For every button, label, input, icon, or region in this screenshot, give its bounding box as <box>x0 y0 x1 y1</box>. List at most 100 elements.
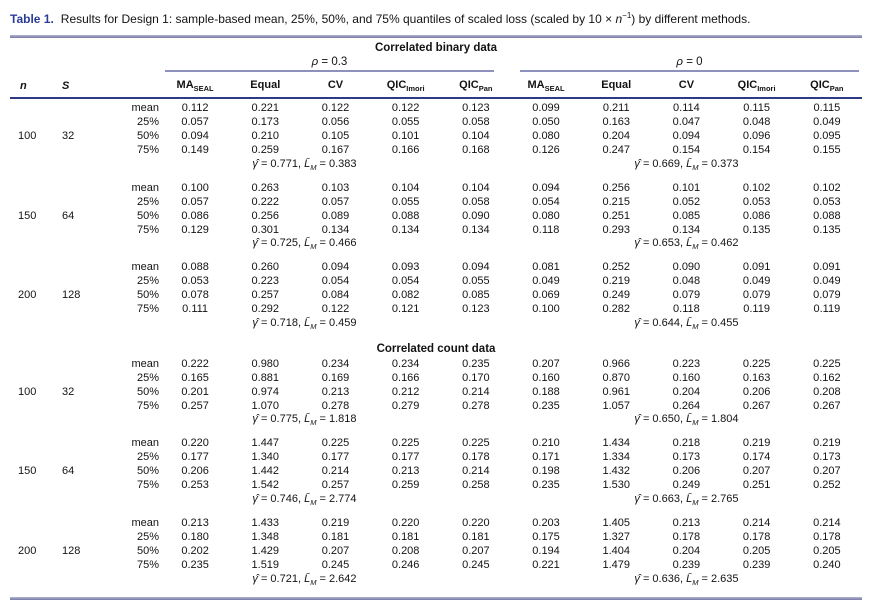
value-cell: 1.429 <box>251 544 280 557</box>
value-cell: 0.260 <box>251 261 280 274</box>
value-cell: 0.239 <box>672 558 701 571</box>
stat-label: 75% <box>136 558 159 571</box>
cell-s <box>50 517 98 531</box>
gamma-spacer <box>10 493 98 517</box>
value-cell: 0.267 <box>742 399 771 412</box>
table-caption-label: Table 1. <box>10 12 54 26</box>
gamma-hat-symbol: γ̂ <box>634 157 640 170</box>
value-cell: 0.170 <box>462 371 490 384</box>
data-row: 200 128 50% 0.078 0.257 0.084 0.082 0.085 0.069 0… <box>10 289 862 303</box>
value-cell: 0.095 <box>813 129 841 142</box>
gamma-cell-rho03: γ̂ = 0.771, L̄M = 0.383 <box>252 157 357 172</box>
value-cell: 0.086 <box>742 209 771 222</box>
value-cell: 1.404 <box>602 544 630 557</box>
value-cell: 0.205 <box>813 544 841 557</box>
value-cell: 0.101 <box>391 129 420 142</box>
cell-n: 150 <box>18 465 37 478</box>
gamma-row: γ̂ = 0.746, L̄M = 2.774 γ̂ = 0.663, L̄M =… <box>10 493 862 517</box>
col-header-cv-rho0: CV <box>651 73 722 100</box>
data-row: 25% 0.180 1.348 0.181 0.181 0.181 0.175 1.327 0.… <box>10 531 862 545</box>
value-cell: 1.433 <box>251 516 280 529</box>
value-cell: 0.093 <box>391 261 420 274</box>
lbar-subscript: M <box>310 322 317 332</box>
value-cell: 0.225 <box>321 437 350 450</box>
value-cell: 1.432 <box>602 465 630 478</box>
value-cell: 0.222 <box>251 195 280 208</box>
value-cell: 0.235 <box>462 357 490 370</box>
gamma-hat-symbol: γ̂ <box>634 413 640 426</box>
stat-label: 50% <box>136 385 159 398</box>
value-cell: 0.214 <box>321 465 350 478</box>
value-cell: 0.234 <box>321 357 350 370</box>
value-cell: 0.057 <box>181 115 209 128</box>
value-cell: 0.207 <box>813 465 841 478</box>
cell-s <box>50 437 98 451</box>
gamma-hat-symbol: γ̂ <box>634 492 640 505</box>
data-row: 25% 0.057 0.173 0.056 0.055 0.058 0.050 0.163 0.… <box>10 116 862 130</box>
cell-n <box>10 223 50 237</box>
value-cell: 0.114 <box>673 102 700 115</box>
data-row: mean 0.220 1.447 0.225 0.225 0.225 0.210 1.434 0… <box>10 437 862 451</box>
lbar-subscript: M <box>310 418 317 428</box>
cell-s <box>50 181 98 195</box>
value-cell: 0.081 <box>532 261 560 274</box>
value-cell: 0.177 <box>181 451 209 464</box>
value-cell: 0.094 <box>532 181 560 194</box>
value-cell: 0.180 <box>181 530 209 543</box>
value-cell: 0.178 <box>813 530 841 543</box>
gamma-cell-rho03: γ̂ = 0.725, L̄M = 0.466 <box>252 237 357 252</box>
value-cell: 0.055 <box>462 275 490 288</box>
value-cell: 0.245 <box>321 558 350 571</box>
gamma-spacer <box>10 237 98 261</box>
value-cell: 0.079 <box>813 289 841 302</box>
value-cell: 0.201 <box>181 385 209 398</box>
value-cell: 0.292 <box>251 303 280 316</box>
value-cell: 0.961 <box>602 385 630 398</box>
cell-n: 200 <box>18 544 37 557</box>
value-cell: 0.080 <box>532 209 560 222</box>
spanner-rho-03: ρ = 0.3 <box>160 55 511 73</box>
section-label-count: Correlated count data <box>376 342 496 355</box>
lbar-symbol: L̄M <box>304 492 317 508</box>
cell-s <box>50 116 98 130</box>
value-cell: 0.225 <box>391 437 420 450</box>
value-cell: 0.100 <box>532 303 560 316</box>
stat-label: 25% <box>136 195 159 208</box>
stat-label: 50% <box>136 209 159 222</box>
gamma-spacer <box>10 317 98 341</box>
value-cell: 0.054 <box>532 195 560 208</box>
value-cell: 0.198 <box>532 465 560 478</box>
value-cell: 0.278 <box>321 399 350 412</box>
value-cell: 0.259 <box>391 479 420 492</box>
value-cell: 0.207 <box>742 465 771 478</box>
value-cell: 0.102 <box>813 181 841 194</box>
value-cell: 0.181 <box>321 530 350 543</box>
value-cell: 0.282 <box>602 303 630 316</box>
col-header-equal-rho0: Equal <box>581 73 652 100</box>
lbar-symbol: L̄M <box>304 572 317 587</box>
cell-n <box>10 479 50 493</box>
value-cell: 0.119 <box>743 303 770 316</box>
value-cell: 1.340 <box>251 451 280 464</box>
lbar-subscript: M <box>692 498 699 508</box>
value-cell: 0.105 <box>321 129 350 142</box>
value-cell: 1.070 <box>251 399 280 412</box>
value-cell: 0.058 <box>462 115 490 128</box>
value-cell: 0.155 <box>813 143 841 156</box>
lbar-symbol: L̄M <box>686 413 699 428</box>
value-cell: 0.253 <box>181 479 209 492</box>
cell-n <box>10 275 50 289</box>
value-cell: 0.119 <box>813 303 841 316</box>
value-cell: 0.203 <box>532 516 560 529</box>
value-cell: 0.239 <box>742 558 771 571</box>
table-caption: Table 1. Results for Design 1: sample-bas… <box>10 8 862 27</box>
value-cell: 0.208 <box>391 544 420 557</box>
value-cell: 1.530 <box>602 479 630 492</box>
data-row: 25% 0.177 1.340 0.177 0.177 0.178 0.171 1.334 0.… <box>10 451 862 465</box>
value-cell: 1.334 <box>602 451 630 464</box>
gamma-hat-symbol: γ̂ <box>634 572 640 585</box>
value-cell: 0.171 <box>532 451 560 464</box>
value-cell: 0.163 <box>602 115 630 128</box>
value-cell: 0.169 <box>321 371 350 384</box>
lbar-subscript: M <box>692 418 699 428</box>
